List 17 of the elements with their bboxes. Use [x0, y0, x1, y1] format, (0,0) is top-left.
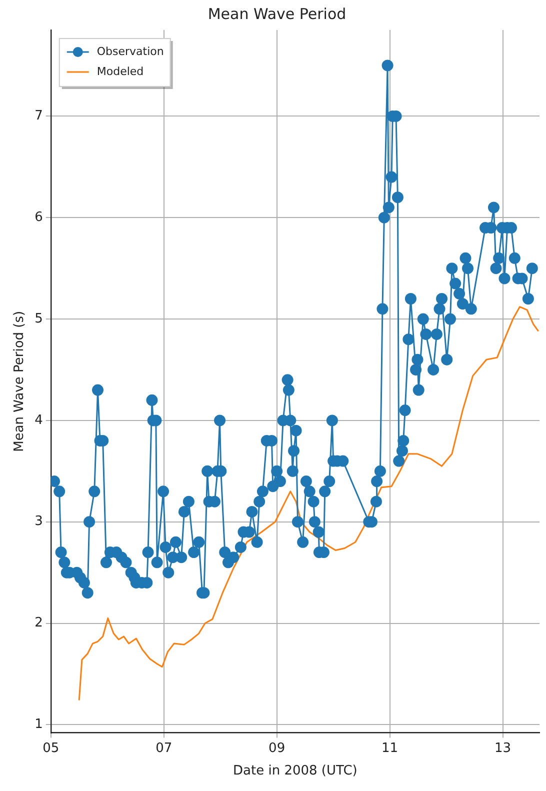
y-axis-title: Mean Wave Period (s) — [12, 310, 28, 452]
y-tick-label: 4 — [34, 412, 43, 428]
legend-label: Observation — [96, 44, 164, 58]
legend-label: Modeled — [96, 64, 144, 78]
chart-title: Mean Wave Period — [208, 4, 346, 23]
x-tick-label: 07 — [156, 740, 172, 756]
x-tick-label: 09 — [268, 740, 286, 756]
x-axis-title: Date in 2008 (UTC) — [233, 764, 358, 779]
y-tick-label: 3 — [34, 514, 43, 530]
y-tick-label: 7 — [34, 108, 43, 124]
y-tick-label: 1 — [34, 717, 43, 732]
x-tick-label: 11 — [382, 740, 398, 756]
x-tick-label: 05 — [42, 740, 60, 756]
x-tick-label: 13 — [494, 740, 512, 756]
y-tick-label: 6 — [34, 210, 43, 225]
y-tick-label: 5 — [34, 311, 43, 326]
y-tick-label: 2 — [34, 616, 43, 631]
